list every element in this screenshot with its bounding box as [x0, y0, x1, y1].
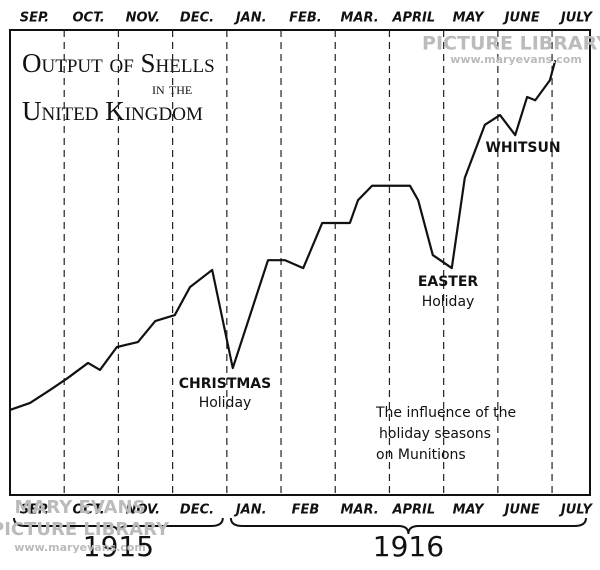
title-line: Output of Shells [22, 48, 215, 78]
title-line: in the [152, 79, 192, 98]
watermark: www.maryevans.com [14, 541, 146, 554]
month-label-bottom: JULY [558, 503, 594, 518]
month-label-bottom: MAR. [341, 503, 379, 518]
month-label-top: APRIL [391, 11, 435, 26]
year-label: 1915 [83, 530, 154, 563]
month-label-bottom: JAN. [233, 503, 267, 518]
month-label-top: MAR. [341, 11, 379, 26]
month-label-top: NOV. [126, 11, 160, 26]
month-label-top: JUNE [502, 11, 540, 26]
month-label-bottom: OCT. [72, 503, 104, 518]
month-label-bottom: MAY [453, 503, 486, 518]
month-label-top: OCT. [72, 11, 104, 26]
month-label-top: JULY [558, 11, 594, 26]
month-label-bottom: SEP. [20, 503, 49, 518]
annotation: EASTER [418, 274, 479, 290]
month-label-top: JAN. [233, 11, 267, 26]
month-label-bottom: FEB [292, 503, 320, 518]
plot-frame [9, 29, 591, 496]
month-label-bottom: APRIL [391, 503, 435, 518]
output-line [9, 59, 557, 411]
annotation: on Munitions [376, 447, 466, 463]
annotation: CHRISTMAS [179, 376, 271, 392]
year-brace [229, 517, 587, 535]
month-label-top: DEC. [180, 11, 214, 26]
watermark: PICTURE LIBRARY [0, 519, 170, 540]
watermark: www.maryevans.com [450, 53, 582, 66]
year-label: 1916 [373, 530, 444, 563]
annotation: The influence of the [375, 405, 516, 421]
month-label-bottom: JUNE [502, 503, 540, 518]
annotation: Holiday [422, 294, 475, 310]
month-label-top: MAY [453, 11, 486, 26]
year-brace [13, 517, 224, 535]
watermark: PICTURE LIBRARY [422, 33, 600, 55]
title-line: United Kingdom [22, 96, 203, 126]
month-label-top: SEP. [20, 11, 49, 26]
annotation: holiday seasons [379, 426, 491, 442]
annotation: Holiday [199, 395, 252, 411]
month-label-bottom: DEC. [180, 503, 214, 518]
watermark: MARY EVANS [15, 497, 146, 518]
month-label-top: FEB. [289, 11, 322, 26]
month-label-bottom: NOV. [126, 503, 160, 518]
annotation: WHITSUN [485, 140, 560, 156]
